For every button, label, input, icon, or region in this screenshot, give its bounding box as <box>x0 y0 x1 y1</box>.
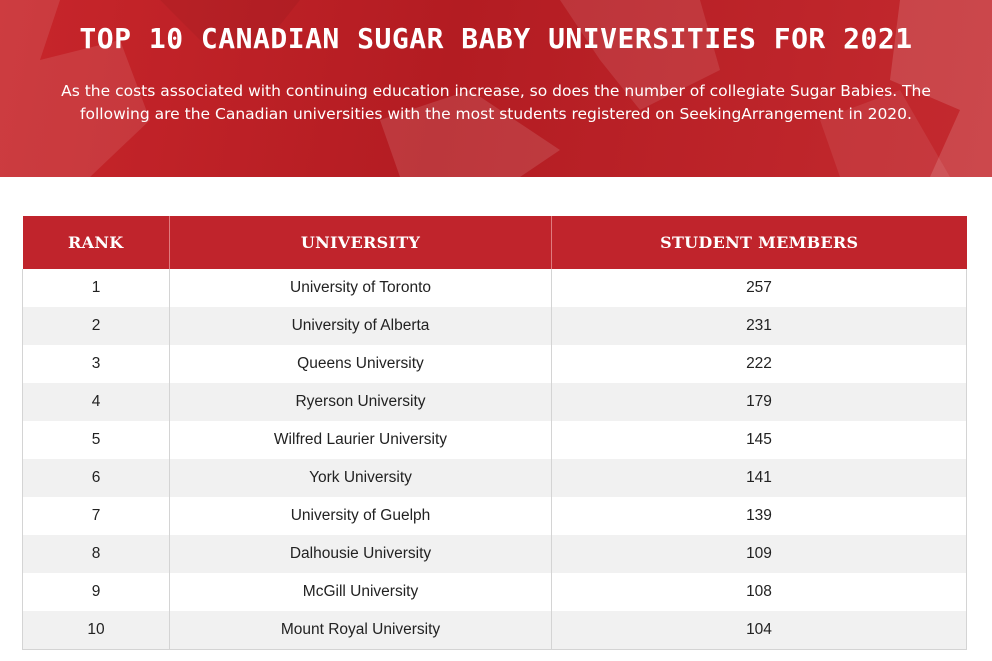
cell-university: University of Guelph <box>169 497 552 535</box>
cell-university: McGill University <box>169 573 552 611</box>
maple-leaf-background <box>0 0 992 177</box>
cell-members: 104 <box>551 611 967 650</box>
header-student-members: STUDENT MEMBERS <box>551 216 967 269</box>
table-header-row: RANK UNIVERSITY STUDENT MEMBERS <box>22 216 967 269</box>
cell-members: 222 <box>551 345 967 383</box>
header-banner: TOP 10 CANADIAN SUGAR BABY UNIVERSITIES … <box>0 0 992 177</box>
cell-rank: 2 <box>22 307 170 345</box>
cell-university: University of Alberta <box>169 307 552 345</box>
cell-members: 257 <box>551 269 967 307</box>
table-row: 4 Ryerson University 179 <box>22 383 967 421</box>
cell-university: Ryerson University <box>169 383 552 421</box>
universities-table: RANK UNIVERSITY STUDENT MEMBERS 1 Univer… <box>22 216 967 650</box>
cell-rank: 10 <box>22 611 170 650</box>
cell-rank: 6 <box>22 459 170 497</box>
table-row: 10 Mount Royal University 104 <box>22 611 967 650</box>
cell-members: 108 <box>551 573 967 611</box>
table-row: 5 Wilfred Laurier University 145 <box>22 421 967 459</box>
table-row: 1 University of Toronto 257 <box>22 269 967 307</box>
universities-table-container: RANK UNIVERSITY STUDENT MEMBERS 1 Univer… <box>22 216 967 650</box>
cell-rank: 9 <box>22 573 170 611</box>
table-row: 8 Dalhousie University 109 <box>22 535 967 573</box>
table-row: 9 McGill University 108 <box>22 573 967 611</box>
table-row: 2 University of Alberta 231 <box>22 307 967 345</box>
page-description: As the costs associated with continuing … <box>61 82 931 123</box>
cell-rank: 1 <box>22 269 170 307</box>
cell-university: Wilfred Laurier University <box>169 421 552 459</box>
table-row: 6 York University 141 <box>22 459 967 497</box>
cell-members: 179 <box>551 383 967 421</box>
cell-university: York University <box>169 459 552 497</box>
cell-rank: 3 <box>22 345 170 383</box>
cell-rank: 5 <box>22 421 170 459</box>
cell-members: 231 <box>551 307 967 345</box>
cell-members: 109 <box>551 535 967 573</box>
cell-members: 141 <box>551 459 967 497</box>
cell-university: Mount Royal University <box>169 611 552 650</box>
cell-rank: 8 <box>22 535 170 573</box>
cell-university: Dalhousie University <box>169 535 552 573</box>
cell-university: Queens University <box>169 345 552 383</box>
page-title: TOP 10 CANADIAN SUGAR BABY UNIVERSITIES … <box>79 22 913 55</box>
cell-university: University of Toronto <box>169 269 552 307</box>
table-row: 7 University of Guelph 139 <box>22 497 967 535</box>
table-row: 3 Queens University 222 <box>22 345 967 383</box>
header-rank: RANK <box>22 216 170 269</box>
header-university: UNIVERSITY <box>169 216 552 269</box>
cell-members: 139 <box>551 497 967 535</box>
cell-rank: 4 <box>22 383 170 421</box>
cell-rank: 7 <box>22 497 170 535</box>
cell-members: 145 <box>551 421 967 459</box>
